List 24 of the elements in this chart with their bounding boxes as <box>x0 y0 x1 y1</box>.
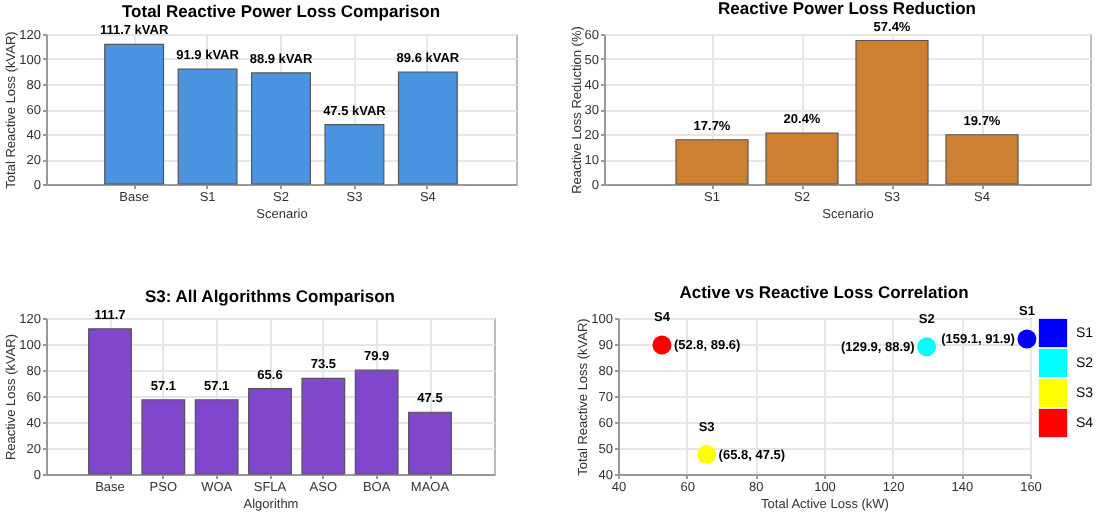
bar <box>88 328 132 475</box>
bar <box>251 72 311 185</box>
bar <box>104 43 165 185</box>
bar <box>301 377 346 475</box>
bar <box>177 68 238 185</box>
bar <box>675 139 749 185</box>
bar <box>765 132 839 185</box>
chart-title: Total Reactive Power Loss Comparison <box>121 1 441 22</box>
chart-title: Reactive Power Loss Reduction <box>718 0 976 18</box>
bar <box>248 388 292 475</box>
bar <box>141 399 186 475</box>
chart-title: Active vs Reactive Loss Correlation <box>679 282 969 303</box>
bar <box>397 71 458 185</box>
bar <box>408 411 452 475</box>
point <box>917 337 937 357</box>
point <box>652 335 672 355</box>
bar <box>324 124 385 185</box>
bar <box>194 399 239 475</box>
bar <box>945 134 1019 185</box>
bar <box>855 39 929 185</box>
bar <box>354 369 399 475</box>
point <box>1017 329 1037 349</box>
point <box>697 445 717 464</box>
chart-title: S3: All Algorithms Comparison <box>145 285 395 306</box>
